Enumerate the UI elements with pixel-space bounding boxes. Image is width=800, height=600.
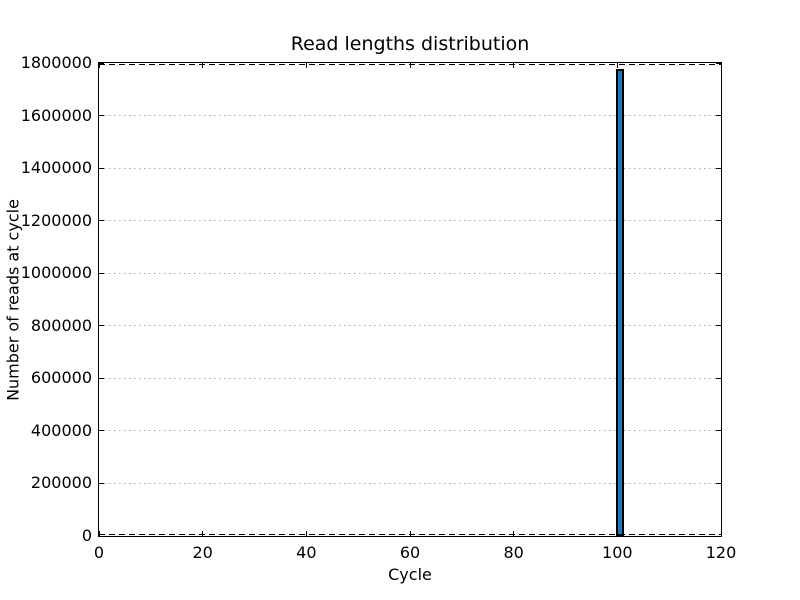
- y-tick-label: 600000: [30, 368, 92, 388]
- x-tick-label: 100: [602, 543, 633, 562]
- y-tick: [99, 325, 104, 327]
- x-tick: [409, 63, 411, 68]
- x-tick-label: 40: [296, 543, 317, 562]
- x-tick: [305, 531, 307, 536]
- x-tick-label: 120: [705, 543, 737, 562]
- x-tick: [305, 63, 307, 68]
- y-tick: [99, 272, 104, 274]
- x-tick: [513, 63, 515, 68]
- y-tick: [99, 535, 104, 537]
- x-tick: [202, 63, 204, 68]
- y-gridline: [99, 482, 721, 484]
- y-gridline: [99, 115, 721, 117]
- x-tick-label: 20: [192, 543, 213, 562]
- x-axis-label: Cycle: [388, 565, 432, 584]
- y-tick: [99, 115, 104, 117]
- y-tick: [716, 115, 721, 117]
- histogram-bar: [615, 69, 624, 536]
- x-tick-label: 60: [399, 543, 421, 562]
- y-tick-label: 0: [81, 526, 92, 545]
- y-gridline: [99, 220, 721, 222]
- y-tick: [716, 220, 721, 222]
- y-tick: [716, 325, 721, 327]
- y-tick-label: 800000: [30, 315, 92, 335]
- y-gridline: [99, 430, 721, 432]
- y-tick-label: 1000000: [20, 263, 92, 283]
- y-tick: [716, 167, 721, 169]
- y-tick-label: 1600000: [20, 105, 92, 125]
- y-tick: [99, 377, 104, 379]
- y-gridline: [99, 272, 721, 274]
- y-gridline: [99, 167, 721, 169]
- y-tick: [99, 167, 104, 169]
- y-tick-label: 1200000: [20, 210, 92, 230]
- x-tick: [720, 531, 722, 536]
- x-tick: [202, 531, 204, 536]
- x-tick-label: 0: [93, 543, 105, 562]
- y-tick-label: 400000: [30, 420, 92, 440]
- chart-title: Read lengths distribution: [290, 33, 530, 55]
- y-tick: [716, 535, 721, 537]
- x-tick: [409, 531, 411, 536]
- y-tick: [99, 430, 104, 432]
- y-tick: [716, 430, 721, 432]
- y-tick: [716, 377, 721, 379]
- y-tick-label: 1800000: [20, 53, 92, 72]
- plot-area: [98, 62, 722, 537]
- y-tick-label: 200000: [30, 473, 92, 493]
- y-gridline: [99, 325, 721, 327]
- x-tick: [513, 531, 515, 536]
- x-tick-label: 80: [503, 543, 524, 562]
- y-tick-label: 1400000: [20, 158, 92, 178]
- y-tick: [99, 62, 104, 64]
- x-tick: [98, 531, 100, 536]
- y-tick: [99, 220, 104, 222]
- y-tick: [716, 272, 721, 274]
- y-tick: [99, 482, 104, 484]
- y-gridline: [99, 377, 721, 379]
- x-tick: [616, 63, 618, 68]
- y-tick: [716, 482, 721, 484]
- x-tick: [720, 63, 722, 68]
- x-tick: [98, 63, 100, 68]
- y-tick: [716, 62, 721, 64]
